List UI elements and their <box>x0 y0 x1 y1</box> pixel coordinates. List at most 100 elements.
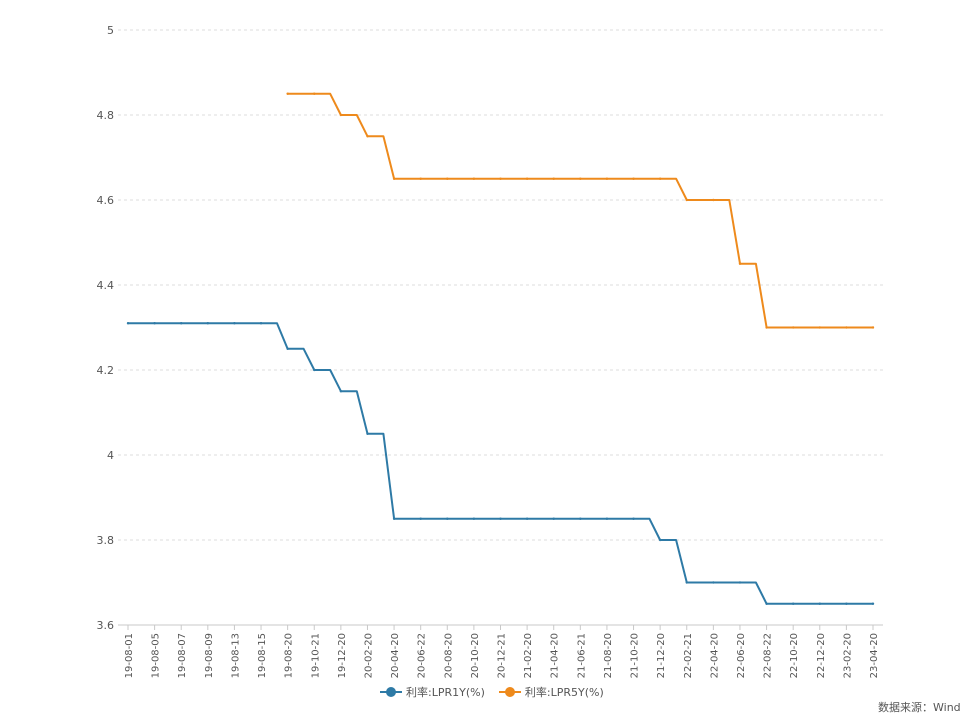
data-point-lpr5y <box>286 92 289 95</box>
y-tick-label: 3.6 <box>97 619 115 632</box>
data-point-lpr1y <box>126 322 130 325</box>
data-point-lpr1y <box>499 517 502 520</box>
x-tick-label: 20-06-22 <box>417 633 428 678</box>
data-point-lpr1y <box>419 517 422 520</box>
legend-swatch-lpr1y <box>380 687 402 697</box>
data-point-lpr5y <box>313 92 316 95</box>
data-point-lpr1y <box>180 322 183 325</box>
data-point-lpr1y <box>765 602 768 605</box>
data-point-lpr5y <box>419 177 422 180</box>
data-point-lpr1y <box>446 517 449 520</box>
x-tick-label: 19-08-13 <box>230 633 241 678</box>
y-tick-label: 4.4 <box>97 279 115 292</box>
legend-label-lpr5y: 利率:LPR5Y(%) <box>524 686 604 699</box>
series-line-lpr5y <box>287 92 873 329</box>
x-tick-label: 22-06-20 <box>736 633 747 678</box>
x-tick-label: 20-04-20 <box>390 633 401 678</box>
data-point-lpr5y <box>472 177 476 180</box>
x-tick-label: 19-08-20 <box>284 633 295 678</box>
data-point-lpr5y <box>366 135 369 138</box>
data-point-lpr5y <box>871 326 875 329</box>
data-point-lpr1y <box>233 322 236 325</box>
x-tick-label: 21-04-20 <box>550 633 561 678</box>
data-point-lpr1y <box>206 322 210 325</box>
x-tick-label: 22-12-20 <box>816 633 827 678</box>
x-tick-label: 22-02-21 <box>683 633 694 678</box>
data-point-lpr5y <box>791 326 795 329</box>
x-tick-label: 22-04-20 <box>709 633 720 678</box>
data-point-lpr5y <box>845 326 848 329</box>
data-point-lpr5y <box>605 177 609 180</box>
data-point-lpr1y <box>658 538 662 542</box>
data-point-lpr1y <box>339 390 343 393</box>
data-point-lpr5y <box>339 113 343 117</box>
x-tick-label: 21-12-20 <box>656 633 667 678</box>
data-point-lpr1y <box>791 602 795 605</box>
legend-item-lpr1y[interactable]: 利率:LPR1Y(%) <box>380 684 485 700</box>
x-tick-label: 20-10-20 <box>470 633 481 678</box>
legend-item-lpr5y[interactable]: 利率:LPR5Y(%) <box>498 684 604 700</box>
data-point-lpr1y <box>313 368 316 372</box>
x-tick-label: 20-08-20 <box>443 633 454 678</box>
data-point-lpr1y <box>525 517 529 520</box>
y-tick-label: 5 <box>107 24 114 37</box>
x-tick-label: 22-08-22 <box>763 633 774 678</box>
x-tick-label: 19-12-20 <box>337 633 348 678</box>
x-tick-label: 21-08-20 <box>603 633 614 678</box>
data-point-lpr1y <box>871 602 875 605</box>
x-tick-label: 19-08-05 <box>151 633 162 678</box>
data-point-lpr1y <box>605 517 609 520</box>
x-tick-label: 21-02-20 <box>523 633 534 678</box>
x-tick-label: 19-08-09 <box>204 633 215 678</box>
data-point-lpr5y <box>552 177 555 180</box>
data-point-lpr1y <box>552 517 555 520</box>
data-point-lpr1y <box>259 322 263 325</box>
data-point-lpr1y <box>286 347 289 350</box>
x-tick-label: 22-10-20 <box>789 633 800 678</box>
x-tick-label: 20-02-20 <box>363 633 374 678</box>
data-point-lpr1y <box>632 517 635 520</box>
series-line-lpr1y <box>128 322 873 605</box>
y-tick-label: 4.2 <box>97 364 115 377</box>
data-point-lpr5y <box>685 198 688 202</box>
x-tick-label: 21-10-20 <box>630 633 641 678</box>
data-point-lpr5y <box>632 177 635 180</box>
y-tick-label: 4.6 <box>97 194 115 207</box>
data-point-lpr5y <box>525 177 529 180</box>
legend-label-lpr1y: 利率:LPR1Y(%) <box>406 686 485 699</box>
data-point-lpr1y <box>712 581 715 584</box>
data-point-lpr5y <box>392 177 396 180</box>
data-point-lpr1y <box>392 517 396 520</box>
data-point-lpr5y <box>446 177 449 180</box>
x-tick-label: 23-04-20 <box>869 633 880 678</box>
data-point-lpr1y <box>818 602 821 605</box>
x-tick-label: 19-08-01 <box>124 633 135 678</box>
series-lines <box>126 92 875 605</box>
legend: 利率:LPR1Y(%) 利率:LPR5Y(%) <box>380 684 604 700</box>
x-tick-label: 20-12-21 <box>497 633 508 678</box>
x-axis: 19-08-01 19-08-05 19-08-07 19-08-09 19-08-13… <box>124 625 880 678</box>
data-point-lpr5y <box>765 326 768 329</box>
data-point-lpr1y <box>366 432 369 435</box>
x-tick-label: 21-06-21 <box>576 633 587 678</box>
data-point-lpr5y <box>658 177 662 180</box>
data-point-lpr1y <box>685 581 688 584</box>
data-point-lpr1y <box>472 517 476 520</box>
data-point-lpr1y <box>845 602 848 605</box>
source-label: 数据来源：Wind <box>878 701 961 714</box>
legend-swatch-lpr5y <box>498 687 521 697</box>
y-axis: 5 4.8 4.6 4.4 4.2 4 3.8 3.6 <box>97 24 115 632</box>
x-tick-label: 19-08-15 <box>257 633 268 678</box>
y-tick-label: 4.8 <box>97 109 115 122</box>
y-tick-label: 4 <box>107 449 114 462</box>
data-point-lpr1y <box>738 581 742 584</box>
x-tick-label: 23-02-20 <box>842 633 853 678</box>
data-point-lpr5y <box>499 177 502 180</box>
x-tick-label: 19-08-07 <box>177 633 188 678</box>
x-tick-label: 19-10-21 <box>310 633 321 678</box>
data-point-lpr5y <box>738 262 742 265</box>
data-point-lpr5y <box>579 177 582 180</box>
data-point-lpr5y <box>818 326 821 329</box>
data-point-lpr5y <box>712 198 715 202</box>
